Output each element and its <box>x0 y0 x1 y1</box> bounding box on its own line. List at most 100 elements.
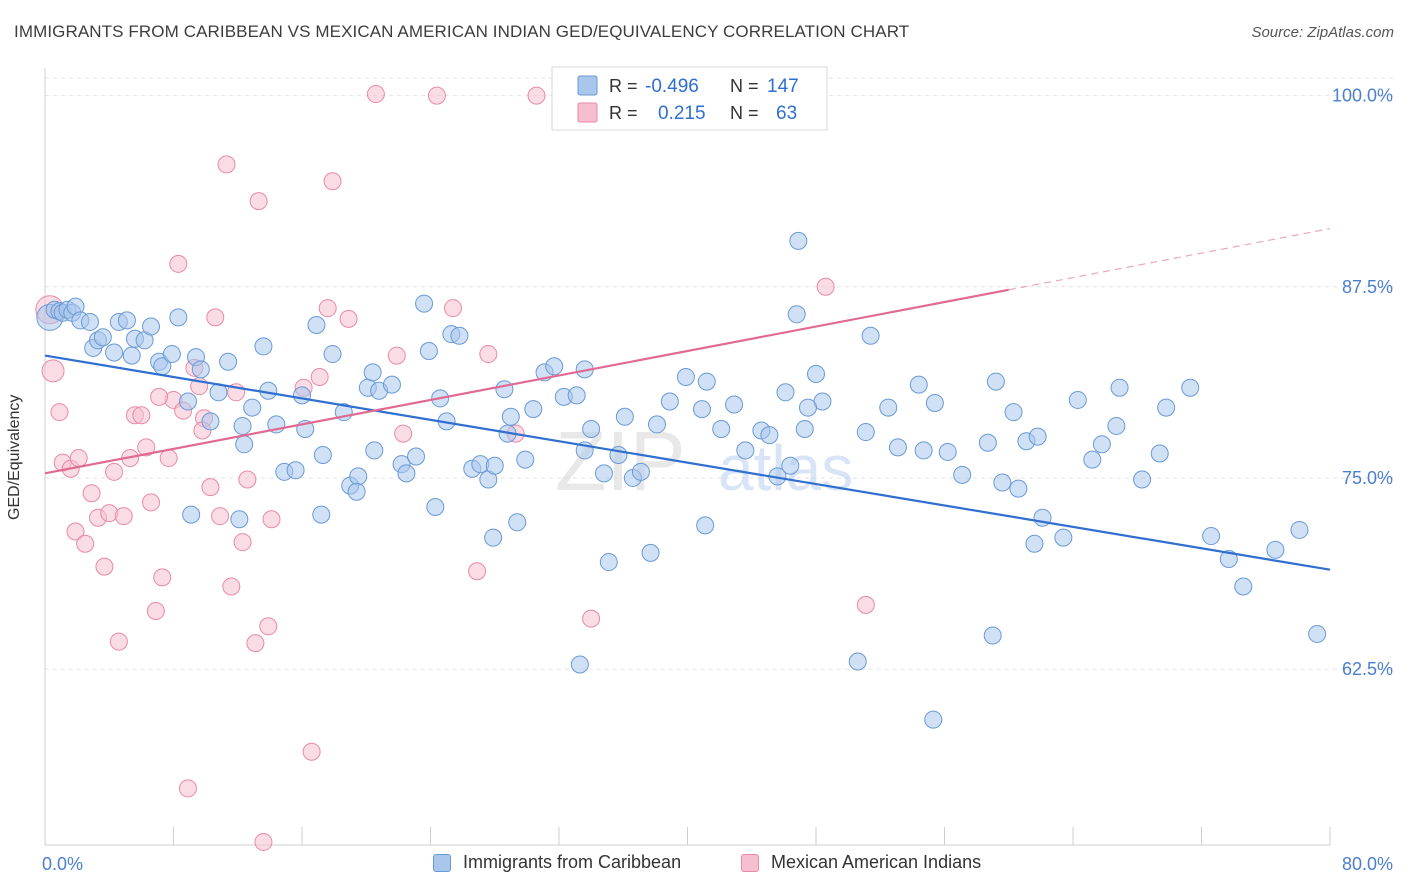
pink-point <box>318 299 337 318</box>
pink-trend-line <box>44 288 1009 475</box>
y-tick-label-0: 62.5% <box>1342 659 1393 679</box>
blue-point <box>219 352 238 371</box>
source-credit: Source: ZipAtlas.com <box>1251 24 1394 41</box>
blue-point <box>582 420 601 438</box>
blue-point <box>230 510 249 529</box>
pink-point <box>217 155 236 174</box>
blue-point <box>697 372 716 391</box>
pink-point <box>394 424 413 443</box>
pink-point <box>66 522 85 541</box>
pink-point <box>132 406 151 425</box>
blue-point <box>641 543 660 562</box>
blue-point <box>807 364 825 383</box>
legend-r-label-1: R = <box>609 76 638 96</box>
chart-title: IMMIGRANTS FROM CARIBBEAN VS MEXICAN AME… <box>14 22 910 41</box>
x-tick-label-min: 0.0% <box>42 854 83 874</box>
blue-point <box>1025 534 1044 553</box>
pink-point <box>41 359 65 383</box>
blue-point <box>1157 398 1176 417</box>
axes <box>44 68 1331 846</box>
pink-point <box>69 449 88 468</box>
pink-point <box>233 533 252 552</box>
pink-point <box>302 742 321 761</box>
blue-point <box>925 394 944 412</box>
blue-point <box>80 312 99 331</box>
legend-n-label-2: N = <box>730 103 759 123</box>
legend-item-mexican-american-indians: Mexican American Indians <box>741 852 981 873</box>
y-tick-label-1: 75.0% <box>1342 468 1393 488</box>
blue-point <box>382 375 401 394</box>
pink-point <box>816 277 835 296</box>
pink-point <box>146 602 165 620</box>
pink-point <box>169 254 188 273</box>
blue-point <box>914 441 933 460</box>
blue-point <box>312 505 331 524</box>
pink-point <box>310 368 329 386</box>
legend-n-value-2: 63 <box>776 103 797 124</box>
blue-point <box>485 456 504 475</box>
blue-point <box>363 363 382 382</box>
pink-point <box>249 192 268 211</box>
pink-point <box>105 462 124 481</box>
pink-point <box>259 617 278 636</box>
pink-point <box>387 346 406 365</box>
blue-point <box>861 326 880 345</box>
blue-point <box>162 345 181 364</box>
blue-point <box>450 326 469 345</box>
blue-point <box>484 528 503 547</box>
blue-point <box>508 513 527 532</box>
pink-point <box>582 609 601 628</box>
blue-point <box>599 553 618 572</box>
caribbean-swatch <box>433 853 451 872</box>
blue-point <box>426 498 445 516</box>
pink-point <box>178 779 197 798</box>
blue-point <box>993 473 1012 492</box>
blue-point <box>760 426 779 445</box>
blue-point <box>692 400 711 419</box>
blue-point <box>909 375 928 394</box>
blue-point <box>191 360 210 379</box>
blue-point <box>1202 527 1221 546</box>
mexican-american-indians-swatch <box>741 853 759 872</box>
legend-r-value-1: -0.496 <box>645 76 699 97</box>
blue-point <box>142 317 161 336</box>
y-tick-label-2: 87.5% <box>1342 277 1393 297</box>
blue-point <box>397 464 416 483</box>
blue-point <box>647 415 666 434</box>
blue-point <box>1308 624 1327 643</box>
blue-point <box>235 435 254 454</box>
blue-point <box>983 626 1002 645</box>
blue-point <box>848 652 867 671</box>
pink-point <box>150 387 169 406</box>
pink-point <box>262 510 281 529</box>
blue-point <box>117 311 136 330</box>
blue-point <box>122 346 141 365</box>
pink-point <box>527 86 546 105</box>
blue-point <box>1181 378 1200 397</box>
blue-point <box>501 407 520 426</box>
pink-point <box>856 595 875 614</box>
legend-item-caribbean: Immigrants from Caribbean <box>433 852 681 873</box>
blue-point <box>1219 550 1238 568</box>
blue-point <box>725 395 744 414</box>
blue-point <box>1234 577 1253 596</box>
blue-point <box>986 372 1005 391</box>
blue-point <box>169 308 188 327</box>
blue-point <box>243 398 262 417</box>
blue-point <box>1004 403 1023 422</box>
pink-point <box>206 308 225 327</box>
y-tick-label-3: 100.0% <box>1332 86 1393 106</box>
blue-point <box>1054 528 1073 547</box>
legend-blue-swatch <box>577 75 598 96</box>
blue-point <box>201 412 220 431</box>
pink-point <box>339 309 358 328</box>
blue-point <box>570 655 589 674</box>
correlation-legend: R = -0.496 N = 147 R = 0.215 N = 63 <box>551 66 828 131</box>
blue-point <box>712 420 731 438</box>
blue-point <box>938 442 957 461</box>
blue-point <box>1068 390 1087 409</box>
pink-point <box>114 507 133 526</box>
pink-point <box>323 172 342 191</box>
blue-point <box>660 392 679 411</box>
pink-point <box>50 403 69 422</box>
